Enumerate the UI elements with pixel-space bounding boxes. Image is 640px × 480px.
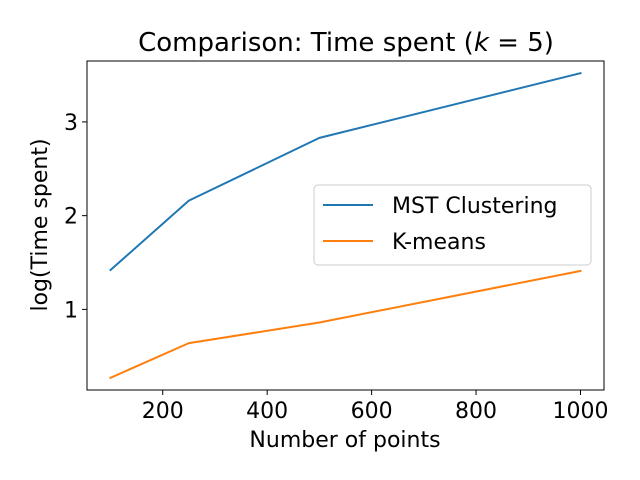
- x-tick-label: 200: [142, 399, 184, 424]
- legend-box: [313, 184, 592, 266]
- plot-area-frame: [86, 60, 605, 391]
- legend-label-mst: MST Clustering: [392, 194, 557, 219]
- chart-title: Comparison: Time spent (k = 5): [138, 28, 554, 58]
- x-axis-label: Number of points: [249, 428, 440, 453]
- y-axis-label: log(Time spent): [28, 138, 53, 311]
- x-axis-ticks: 200 400 600 800 1000: [142, 390, 609, 424]
- x-tick-label: 600: [351, 399, 393, 424]
- y-tick-label: 1: [64, 298, 78, 323]
- legend: MST Clustering K-means: [313, 184, 592, 266]
- y-tick-label: 3: [64, 111, 78, 136]
- x-tick-label: 800: [455, 399, 497, 424]
- series-line-0: [109, 71, 582, 272]
- series-lines: [109, 71, 582, 380]
- series-line-1: [109, 269, 582, 380]
- y-tick-label: 2: [64, 205, 78, 230]
- y-axis-ticks: 1 2 3: [64, 111, 87, 323]
- legend-label-kmeans: K-means: [392, 230, 486, 255]
- x-tick-label: 1000: [553, 399, 609, 424]
- x-tick-label: 400: [246, 399, 288, 424]
